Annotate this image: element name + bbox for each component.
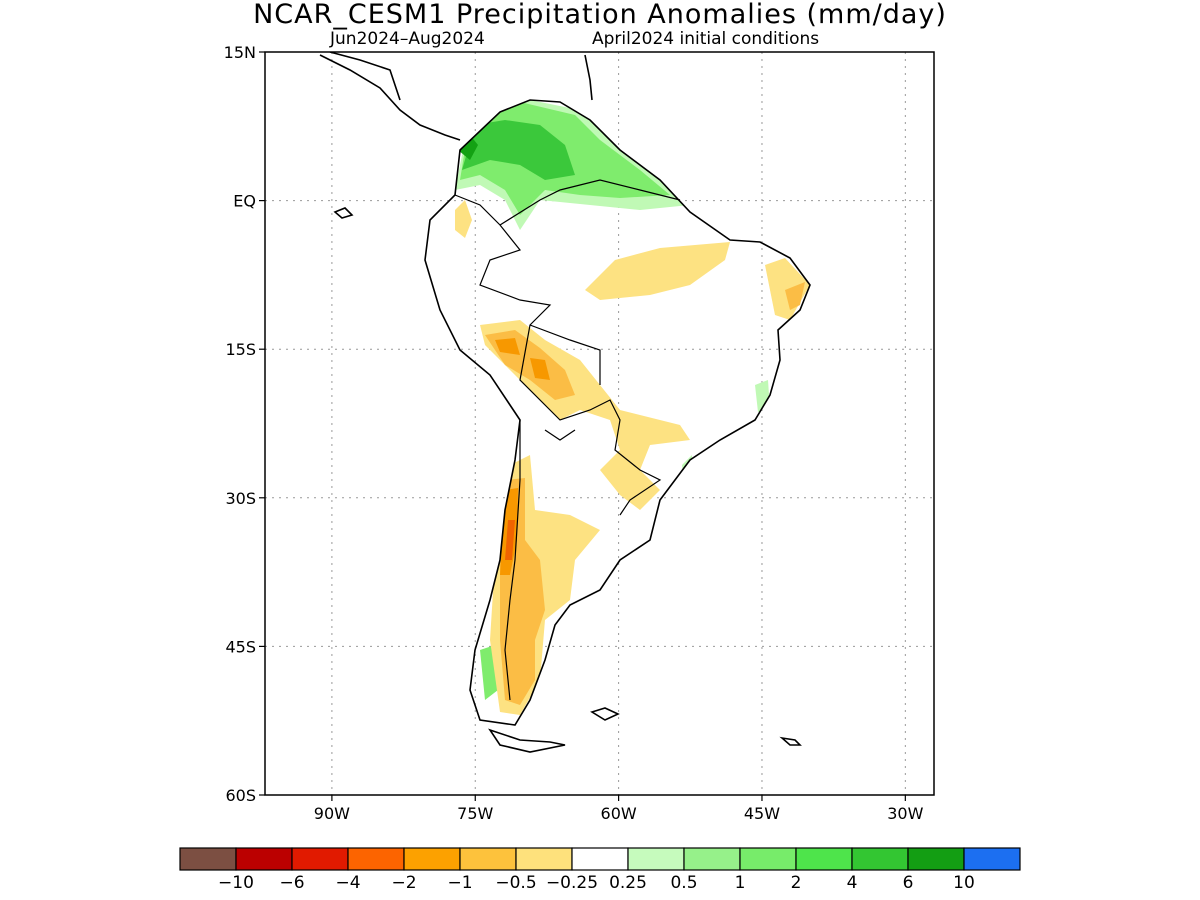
lat-tick-label: 15S xyxy=(225,340,256,359)
falkland-islands xyxy=(590,707,620,721)
colorbar-label: −0.25 xyxy=(546,873,598,893)
lat-tick-label: 60S xyxy=(225,786,256,805)
south-georgia xyxy=(779,736,802,746)
colorbar-cell xyxy=(739,847,797,871)
caribbean-coast xyxy=(584,54,593,101)
colorbar-label: 1 xyxy=(735,873,746,893)
colorbar-cell xyxy=(179,847,237,871)
colorbar-labels: −10 −6 −4 −2 −1 −0.5 −0.25 0.25 0.5 1 2 4 6 10 xyxy=(218,873,975,893)
lon-tick-label: 60W xyxy=(601,804,637,823)
south-america-coastline xyxy=(424,99,811,726)
forecast-period: Jun2024–Aug2024 xyxy=(330,29,485,49)
lat-tick-label: 30S xyxy=(225,489,256,508)
longitude-axis: 90W 75W 60W 45W 30W xyxy=(314,795,924,823)
colorbar-cell xyxy=(907,847,965,871)
colorbar-cell xyxy=(795,847,853,871)
colorbar-cell xyxy=(851,847,909,871)
dry-anomaly-chile-extreme xyxy=(505,520,515,560)
colorbar-cell xyxy=(515,847,573,871)
dry-anomaly-ne-brazil-medium xyxy=(785,282,805,310)
colorbar-cell xyxy=(291,847,349,871)
colorbar-cell xyxy=(571,847,629,871)
lon-tick-label: 90W xyxy=(314,804,350,823)
colorbar-label: 10 xyxy=(953,873,975,893)
colorbar-label: 6 xyxy=(903,873,914,893)
lon-tick-label: 30W xyxy=(887,804,923,823)
anomaly-shading xyxy=(455,100,810,715)
colorbar-cell xyxy=(347,847,405,871)
dry-anomaly-bolivia-strong xyxy=(495,338,550,380)
colorbar-label: −0.5 xyxy=(495,873,536,893)
colorbar-label: −1 xyxy=(447,873,472,893)
map-frame xyxy=(264,51,935,796)
colorbar xyxy=(179,847,1021,871)
colorbar-cell xyxy=(459,847,517,871)
lat-tick-label: EQ xyxy=(233,192,256,211)
colorbar-label: 2 xyxy=(791,873,802,893)
initial-conditions: April2024 initial conditions xyxy=(592,29,820,49)
central-america-coastline xyxy=(319,52,461,141)
tierra-del-fuego xyxy=(488,728,566,753)
coastlines xyxy=(319,52,811,753)
wet-anomaly-north-extreme xyxy=(458,135,478,160)
colorbar-label: −10 xyxy=(218,873,254,893)
colorbar-label: −2 xyxy=(391,873,416,893)
colorbar-label: −4 xyxy=(335,873,360,893)
colorbar-cell xyxy=(963,847,1021,871)
colorbar-label: 0.5 xyxy=(670,873,697,893)
lon-tick-label: 45W xyxy=(744,804,780,823)
lon-tick-label: 75W xyxy=(457,804,493,823)
dry-anomaly-amazon xyxy=(585,242,730,300)
lat-tick-label: 15N xyxy=(224,43,256,62)
colorbar-cell xyxy=(403,847,461,871)
country-borders xyxy=(454,179,681,701)
colorbar-cell xyxy=(627,847,685,871)
colorbar-cell xyxy=(683,847,741,871)
colorbar-label: 0.25 xyxy=(609,873,647,893)
colorbar-label: −6 xyxy=(279,873,304,893)
dry-anomaly-ecuador xyxy=(455,200,472,238)
galapagos-islands xyxy=(333,207,354,219)
map-title: NCAR_CESM1 Precipitation Anomalies (mm/d… xyxy=(253,0,947,30)
lat-tick-label: 45S xyxy=(225,637,256,656)
colorbar-label: 4 xyxy=(847,873,858,893)
colorbar-cell xyxy=(235,847,293,871)
latitude-axis: 15N EQ 15S 30S 45S 60S xyxy=(224,43,265,805)
wet-anomaly-north-strong xyxy=(462,120,575,180)
